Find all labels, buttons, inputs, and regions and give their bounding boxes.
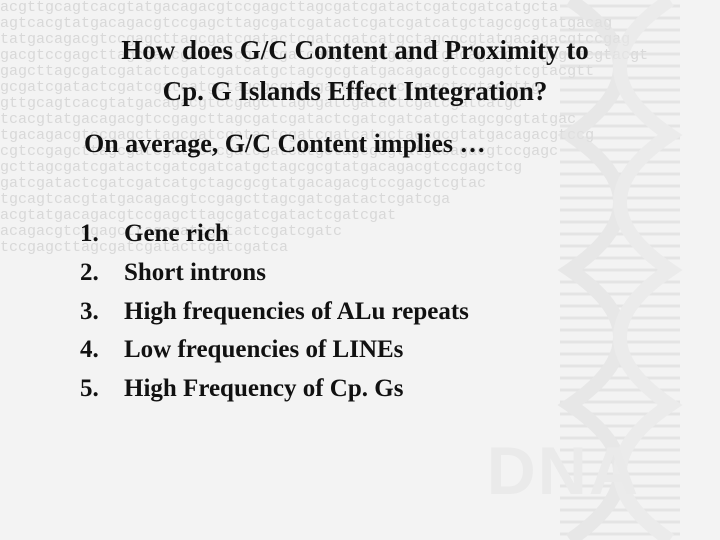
title-line-2: Cp. G Islands Effect Integration? — [163, 76, 548, 106]
list-item: 5. High Frequency of Cp. Gs — [80, 370, 630, 409]
list-item-number: 4. — [80, 331, 124, 370]
list-item: 1. Gene rich — [80, 215, 630, 254]
list-item-text: Low frequencies of LINEs — [124, 331, 403, 370]
list-item-number: 5. — [80, 370, 124, 409]
slide-title: How does G/C Content and Proximity to Cp… — [80, 30, 630, 111]
list-item: 4. Low frequencies of LINEs — [80, 331, 630, 370]
title-line-1: How does G/C Content and Proximity to — [121, 35, 589, 65]
list-item: 3. High frequencies of ALu repeats — [80, 293, 630, 332]
list-item-number: 2. — [80, 254, 124, 293]
list-item: 2. Short introns — [80, 254, 630, 293]
list-item-text: Gene rich — [124, 215, 229, 254]
bullet-list: 1. Gene rich 2. Short introns 3. High fr… — [80, 215, 630, 409]
list-item-text: High frequencies of ALu repeats — [124, 293, 469, 332]
list-item-text: High Frequency of Cp. Gs — [124, 370, 403, 409]
list-item-number: 3. — [80, 293, 124, 332]
slide-content: How does G/C Content and Proximity to Cp… — [0, 0, 720, 540]
list-item-text: Short introns — [124, 254, 266, 293]
list-item-number: 1. — [80, 215, 124, 254]
slide-subtitle: On average, G/C Content implies … — [80, 129, 630, 159]
